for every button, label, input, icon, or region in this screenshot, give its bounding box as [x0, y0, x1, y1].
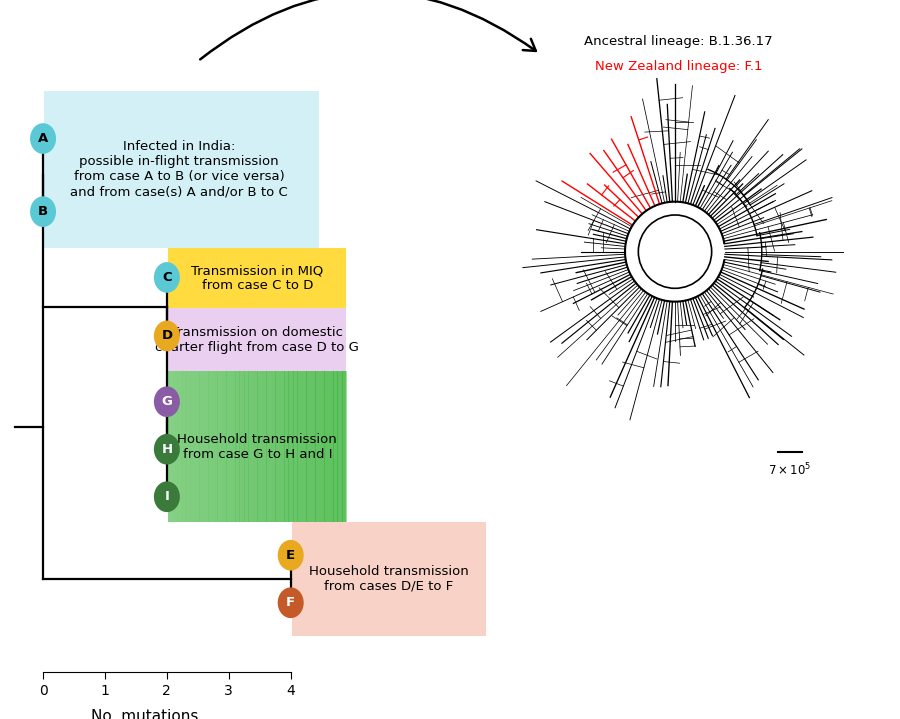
- Text: F: F: [286, 596, 295, 609]
- Text: $7\times10^{5}$: $7\times10^{5}$: [769, 462, 812, 478]
- Circle shape: [30, 123, 56, 154]
- Bar: [310, 371, 316, 522]
- Text: I: I: [165, 490, 169, 503]
- Bar: [235, 371, 240, 522]
- Bar: [44, 91, 319, 248]
- Bar: [182, 371, 186, 522]
- Text: G: G: [161, 395, 172, 408]
- Bar: [306, 371, 311, 522]
- Text: Transmission on domestic
charter flight from case D to G: Transmission on domestic charter flight …: [156, 326, 359, 354]
- Bar: [292, 522, 486, 636]
- Bar: [338, 371, 343, 522]
- Bar: [297, 371, 302, 522]
- Bar: [248, 371, 254, 522]
- Text: C: C: [162, 271, 172, 284]
- Bar: [173, 371, 177, 522]
- Bar: [292, 371, 298, 522]
- Bar: [168, 371, 346, 522]
- Text: Ancestral lineage: B.1.36.17: Ancestral lineage: B.1.36.17: [584, 35, 772, 48]
- Bar: [262, 371, 266, 522]
- Circle shape: [638, 215, 712, 288]
- Bar: [244, 371, 249, 522]
- Text: Household transmission
from case G to H and I: Household transmission from case G to H …: [177, 433, 338, 461]
- Bar: [333, 371, 338, 522]
- Bar: [212, 371, 218, 522]
- Text: Household transmission
from cases D/E to F: Household transmission from cases D/E to…: [309, 564, 468, 592]
- Circle shape: [154, 434, 180, 464]
- Bar: [230, 371, 236, 522]
- Text: New Zealand lineage: F.1: New Zealand lineage: F.1: [595, 60, 762, 73]
- Bar: [203, 371, 209, 522]
- Text: A: A: [38, 132, 49, 145]
- Bar: [239, 371, 245, 522]
- Circle shape: [278, 587, 303, 618]
- Bar: [320, 371, 325, 522]
- Bar: [208, 371, 213, 522]
- Bar: [168, 371, 173, 522]
- Bar: [253, 371, 258, 522]
- Bar: [168, 248, 346, 308]
- Text: Infected in India:
possible in-flight transmission
from case A to B (or vice ver: Infected in India: possible in-flight tr…: [70, 140, 288, 198]
- Circle shape: [154, 482, 180, 512]
- Bar: [289, 371, 293, 522]
- Circle shape: [154, 321, 180, 352]
- Bar: [302, 371, 307, 522]
- Text: B: B: [38, 205, 48, 218]
- Bar: [342, 371, 347, 522]
- Bar: [271, 371, 275, 522]
- Bar: [177, 371, 182, 522]
- Circle shape: [278, 540, 303, 571]
- Bar: [221, 371, 227, 522]
- Bar: [199, 371, 204, 522]
- Bar: [168, 308, 346, 371]
- Circle shape: [154, 386, 180, 417]
- Bar: [315, 371, 320, 522]
- Bar: [284, 371, 289, 522]
- Bar: [275, 371, 280, 522]
- Bar: [328, 371, 334, 522]
- Text: H: H: [161, 443, 173, 456]
- Text: Transmission in MIQ
from case C to D: Transmission in MIQ from case C to D: [191, 264, 323, 292]
- Bar: [280, 371, 284, 522]
- Bar: [257, 371, 262, 522]
- Bar: [266, 371, 271, 522]
- Circle shape: [154, 262, 180, 293]
- Bar: [186, 371, 191, 522]
- Text: D: D: [161, 329, 173, 342]
- Text: E: E: [286, 549, 295, 562]
- Circle shape: [30, 196, 56, 227]
- Bar: [217, 371, 222, 522]
- FancyArrowPatch shape: [200, 0, 536, 60]
- Bar: [226, 371, 231, 522]
- X-axis label: No. mutations: No. mutations: [92, 709, 199, 719]
- Bar: [195, 371, 200, 522]
- Bar: [324, 371, 329, 522]
- Bar: [191, 371, 195, 522]
